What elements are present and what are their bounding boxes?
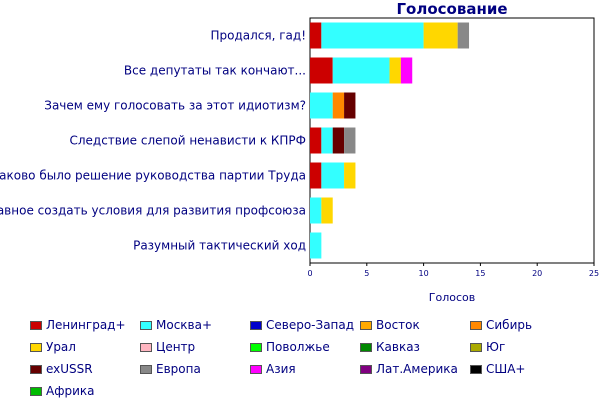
- legend-swatch: [470, 320, 482, 330]
- legend-label: Кавказ: [376, 340, 420, 354]
- legend-label: Юг: [486, 340, 506, 354]
- legend-swatch: [250, 320, 262, 330]
- legend-item: Урал: [30, 338, 76, 356]
- category-label: Зачем ему голосовать за этот идиотизм?: [44, 99, 306, 113]
- bar-segment: Ленинград+: 1: [310, 22, 322, 49]
- category-label: Таково было решение руководства партии Т…: [0, 169, 306, 183]
- legend-item: Поволжье: [250, 338, 330, 356]
- legend-label: Восток: [376, 318, 420, 332]
- legend-label: Сибирь: [486, 318, 533, 332]
- bar-segment: Москва+: 1: [310, 232, 322, 259]
- bar-segment: Урал: 1: [344, 162, 356, 189]
- x-tick-label: 15: [475, 269, 485, 278]
- bar-segment: Урал: 1: [321, 197, 333, 224]
- legend-label: exUSSR: [46, 362, 93, 376]
- category-label: Все депутаты так кончают...: [124, 64, 306, 78]
- legend-label: Азия: [266, 362, 296, 376]
- legend-swatch: [30, 386, 42, 396]
- x-tick-label: 5: [364, 269, 369, 278]
- legend-item: Восток: [360, 316, 420, 334]
- category-label: Следствие слепой ненависти к КПРФ: [69, 134, 306, 148]
- x-tick-label: 0: [307, 269, 312, 278]
- legend-item: Ленинград+: [30, 316, 126, 334]
- bar-segment: Москва+: 2: [321, 162, 345, 189]
- bar-segment: Москва+: 9: [321, 22, 424, 49]
- legend-label: США+: [486, 362, 526, 376]
- legend-item: Азия: [250, 360, 296, 378]
- bar-segment: Ленинград+: 1: [310, 162, 322, 189]
- bar-segment: Европа: 1: [344, 127, 356, 154]
- chart-title: Голосование: [396, 0, 508, 18]
- legend-label: Ленинград+: [46, 318, 126, 332]
- legend-swatch: [250, 364, 262, 374]
- legend-label: Центр: [156, 340, 196, 354]
- legend-swatch: [470, 342, 482, 352]
- bar-segment: Москва+: 2: [310, 92, 333, 119]
- legend-label: Северо-Запад: [266, 318, 355, 332]
- bar-segment: Москва+: 5: [332, 57, 390, 84]
- legend-label: Африка: [46, 384, 95, 398]
- bar-segment: exUSSR: 1: [344, 92, 356, 119]
- legend-swatch: [360, 320, 372, 330]
- legend-label: Урал: [46, 340, 76, 354]
- legend-item: Африка: [30, 382, 95, 400]
- legend-swatch: [140, 320, 152, 330]
- legend-swatch: [140, 364, 152, 374]
- x-tick-label: 20: [532, 269, 542, 278]
- legend-label: Лат.Америка: [376, 362, 458, 376]
- legend-item: Сибирь: [470, 316, 532, 334]
- legend-label: Поволжье: [266, 340, 330, 354]
- legend-item: Кавказ: [360, 338, 420, 356]
- bar-segment: Ленинград+: 1: [310, 127, 322, 154]
- legend-swatch: [360, 342, 372, 352]
- bar-segment: Москва+: 1: [321, 127, 333, 154]
- x-tick-label: 25: [589, 269, 599, 278]
- bar-segment: Урал: 1: [389, 57, 401, 84]
- legend-item: Европа: [140, 360, 201, 378]
- legend-item: Москва+: [140, 316, 212, 334]
- bar-segment: Урал: 3: [423, 22, 458, 49]
- legend-swatch: [30, 320, 42, 330]
- legend-swatch: [30, 364, 42, 374]
- bar-segment: Ленинград+: 2: [310, 57, 333, 84]
- legend-swatch: [470, 364, 482, 374]
- legend-label: Европа: [156, 362, 201, 376]
- legend-item: exUSSR: [30, 360, 93, 378]
- category-label: Главное создать условия для развития про…: [0, 204, 306, 218]
- bar-segment: Азия: 1: [400, 57, 413, 84]
- legend-item: Юг: [470, 338, 505, 356]
- legend-item: Лат.Америка: [360, 360, 458, 378]
- legend-label: Москва+: [156, 318, 213, 332]
- legend-swatch: [250, 342, 262, 352]
- category-label: Разумный тактический ход: [133, 239, 306, 253]
- x-tick-label: 10: [419, 269, 429, 278]
- bar-segment: Москва+: 1: [310, 197, 322, 224]
- legend-swatch: [140, 342, 152, 352]
- x-axis-title: Голосов: [428, 291, 476, 304]
- legend-swatch: [360, 364, 372, 374]
- bar-segment: Европа: 1: [457, 22, 470, 49]
- bar-segment: exUSSR: 1: [332, 127, 345, 154]
- bar-segment: Сибирь: 1: [332, 92, 345, 119]
- legend-item: Центр: [140, 338, 195, 356]
- legend-item: США+: [470, 360, 525, 378]
- legend-swatch: [30, 342, 42, 352]
- category-label: Продался, гад!: [210, 29, 306, 43]
- legend-item: Северо-Запад: [250, 316, 354, 334]
